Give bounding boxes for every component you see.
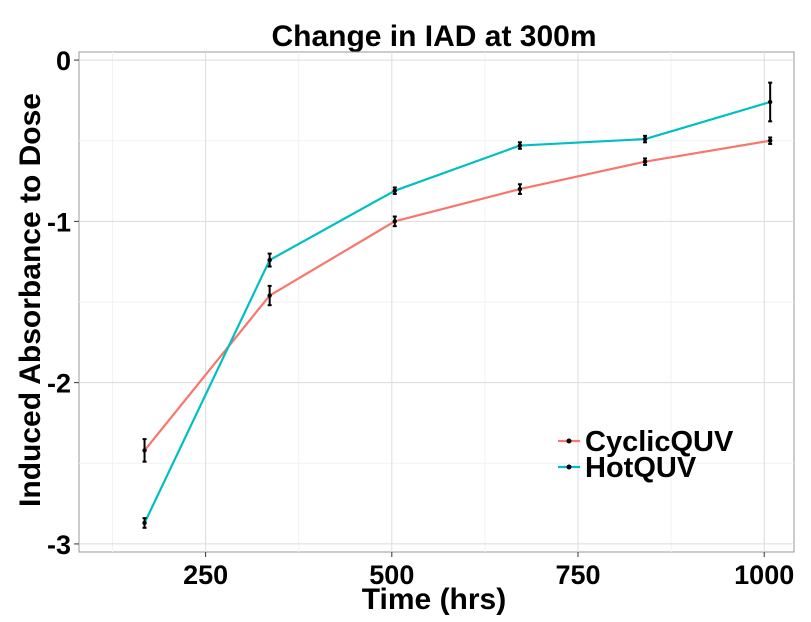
- y-tick-label: 0: [56, 46, 71, 76]
- legend-item: HotQUV: [558, 452, 697, 484]
- data-point: [517, 143, 523, 148]
- data-point: [142, 520, 147, 526]
- legend-key-point: [566, 438, 572, 444]
- series-cyclicquv: [142, 136, 773, 463]
- y-tick-label: -1: [47, 207, 71, 237]
- x-tick-label: 750: [555, 560, 600, 590]
- series-layer: [142, 81, 773, 529]
- series-line: [143, 139, 771, 452]
- y-axis-ticks: 0 -1 -2 -3: [47, 46, 79, 560]
- data-point: [642, 136, 648, 142]
- x-tick-label: 500: [369, 560, 414, 590]
- series-hotquv: [142, 81, 773, 529]
- x-tick-label: 1000: [734, 560, 794, 590]
- y-axis-title: Induced Absorbance to Dose: [14, 93, 47, 507]
- data-point: [267, 257, 272, 263]
- legend-label: HotQUV: [585, 452, 697, 484]
- y-tick-label: -3: [47, 530, 71, 560]
- minor-gridlines: [79, 52, 794, 552]
- legend-item: CyclicQUV: [558, 426, 734, 458]
- x-axis-ticks: 250 500 750 1000: [183, 552, 794, 590]
- series-line: [143, 100, 771, 524]
- legend-label: CyclicQUV: [585, 426, 734, 458]
- data-point: [392, 188, 397, 193]
- data-point: [767, 138, 773, 143]
- data-point: [392, 219, 397, 224]
- y-tick-label: -2: [47, 369, 71, 399]
- data-point: [767, 99, 773, 105]
- x-axis-title: Time (hrs): [362, 583, 506, 616]
- data-point: [142, 448, 147, 453]
- data-point: [267, 293, 272, 298]
- x-tick-label: 250: [183, 560, 228, 590]
- data-point: [517, 186, 523, 192]
- chart-title: Change in IAD at 300m: [271, 20, 596, 53]
- legend-key-point: [566, 464, 572, 470]
- data-point: [642, 159, 648, 164]
